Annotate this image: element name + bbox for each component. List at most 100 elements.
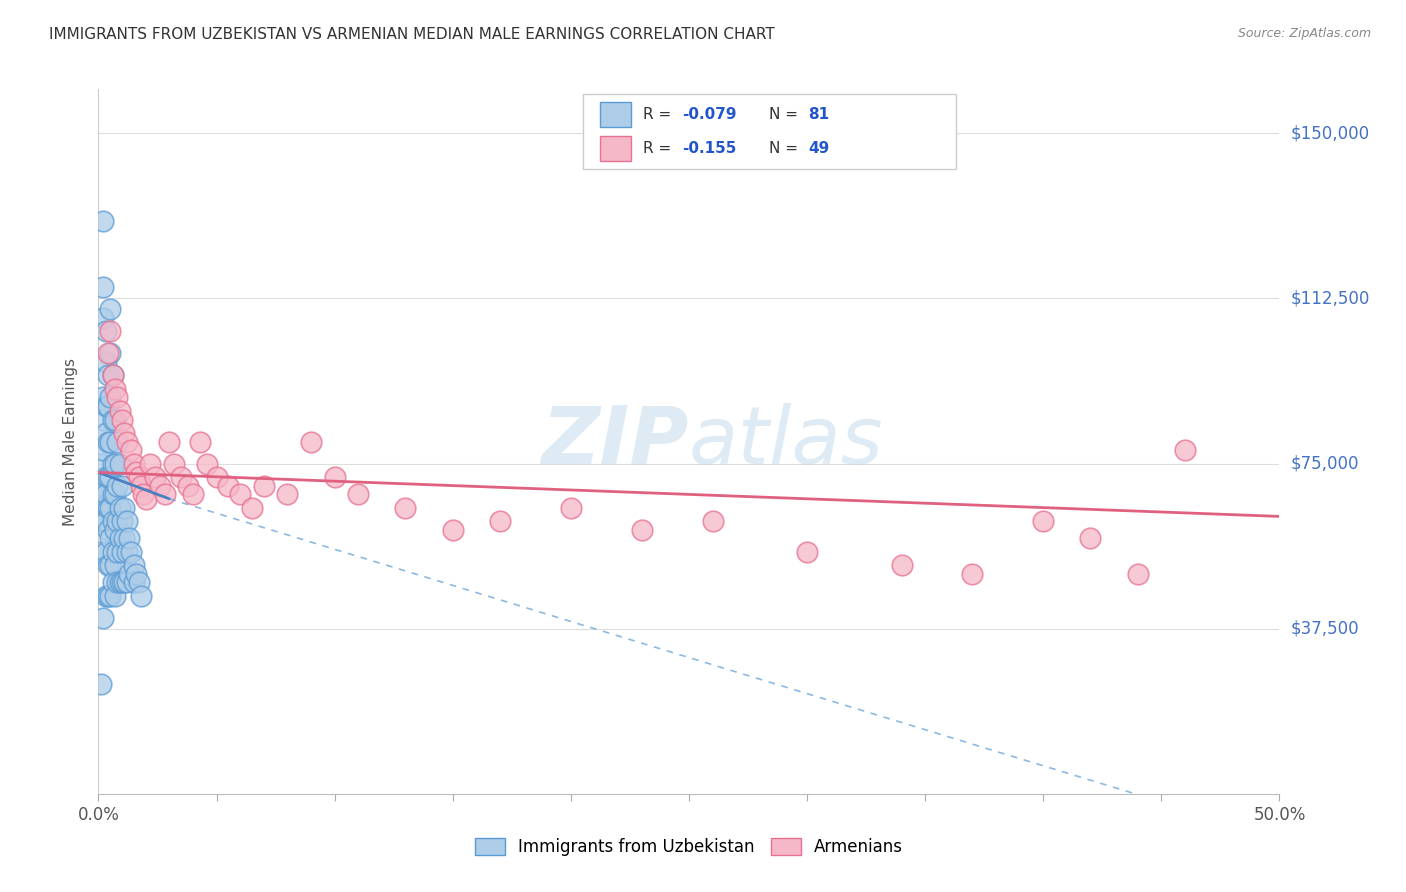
Text: -0.155: -0.155 <box>682 141 737 156</box>
Point <box>90 544 112 558</box>
Text: -0.079: -0.079 <box>682 107 737 122</box>
Text: R =: R = <box>643 107 676 122</box>
Point <box>163 457 186 471</box>
Point <box>560 500 582 515</box>
Point <box>157 434 180 449</box>
Point <box>1080 532 1102 546</box>
Point <box>94 355 117 369</box>
Point <box>90 677 112 691</box>
Point <box>104 558 127 572</box>
Point <box>94 544 117 558</box>
Point <box>90 500 112 515</box>
Point <box>122 575 145 590</box>
Point <box>98 346 121 360</box>
Point <box>101 368 124 383</box>
Point <box>630 523 652 537</box>
Point <box>1032 514 1054 528</box>
Point <box>122 558 145 572</box>
Point <box>108 532 131 546</box>
Point <box>205 469 228 483</box>
Point <box>111 412 134 426</box>
Point <box>105 514 128 528</box>
Point <box>91 311 114 326</box>
Point <box>796 544 818 558</box>
Point <box>98 500 121 515</box>
Text: 81: 81 <box>808 107 830 122</box>
Point <box>111 514 134 528</box>
Point <box>115 514 138 528</box>
Text: Source: ZipAtlas.com: Source: ZipAtlas.com <box>1237 27 1371 40</box>
Point <box>98 532 121 546</box>
Point <box>111 544 134 558</box>
Point <box>98 434 121 449</box>
Point <box>108 403 131 417</box>
Point <box>177 478 200 492</box>
Point <box>97 434 120 449</box>
Point <box>94 469 117 483</box>
Point <box>101 368 124 383</box>
Point <box>98 302 121 317</box>
Point <box>98 391 121 405</box>
Point <box>90 457 112 471</box>
Point <box>97 469 120 483</box>
Point <box>91 214 114 228</box>
Text: ZIP: ZIP <box>541 402 689 481</box>
Point <box>139 457 162 471</box>
Point <box>105 391 128 405</box>
Point <box>111 478 134 492</box>
Point <box>101 487 124 501</box>
Text: N =: N = <box>769 107 803 122</box>
Point <box>195 457 218 471</box>
Point <box>94 487 117 501</box>
Point <box>118 532 141 546</box>
Point <box>112 425 135 440</box>
Point <box>104 487 127 501</box>
Point <box>217 478 239 492</box>
Point <box>135 491 157 506</box>
Point <box>112 500 135 515</box>
Point <box>91 443 114 458</box>
Point <box>489 514 512 528</box>
Point <box>112 575 135 590</box>
Point <box>240 500 263 515</box>
Point <box>104 457 127 471</box>
Point <box>128 575 150 590</box>
Point <box>1126 566 1149 581</box>
Point <box>153 487 176 501</box>
Point <box>97 346 120 360</box>
Point <box>125 566 148 581</box>
Point <box>101 514 124 528</box>
Point <box>98 325 121 339</box>
Point <box>112 532 135 546</box>
Point <box>253 478 276 492</box>
Point <box>128 469 150 483</box>
Point <box>229 487 252 501</box>
Text: IMMIGRANTS FROM UZBEKISTAN VS ARMENIAN MEDIAN MALE EARNINGS CORRELATION CHART: IMMIGRANTS FROM UZBEKISTAN VS ARMENIAN M… <box>49 27 775 42</box>
Point <box>188 434 211 449</box>
Point <box>98 589 121 603</box>
Point <box>91 514 114 528</box>
Point <box>104 523 127 537</box>
Point <box>121 443 143 458</box>
Point <box>129 589 152 603</box>
Point <box>97 368 120 383</box>
Point <box>121 544 143 558</box>
Point <box>105 575 128 590</box>
Point <box>91 391 114 405</box>
Point <box>90 514 112 528</box>
Text: $112,500: $112,500 <box>1291 289 1369 308</box>
Point <box>104 382 127 396</box>
Point <box>90 487 112 501</box>
Text: N =: N = <box>769 141 803 156</box>
Point <box>276 487 298 501</box>
Point <box>101 575 124 590</box>
Point <box>111 575 134 590</box>
Point <box>97 589 120 603</box>
Text: $75,000: $75,000 <box>1291 455 1360 473</box>
Point <box>132 487 155 501</box>
Text: $150,000: $150,000 <box>1291 124 1369 142</box>
Point <box>101 412 124 426</box>
Point <box>97 500 120 515</box>
Point <box>91 478 114 492</box>
Point <box>115 575 138 590</box>
